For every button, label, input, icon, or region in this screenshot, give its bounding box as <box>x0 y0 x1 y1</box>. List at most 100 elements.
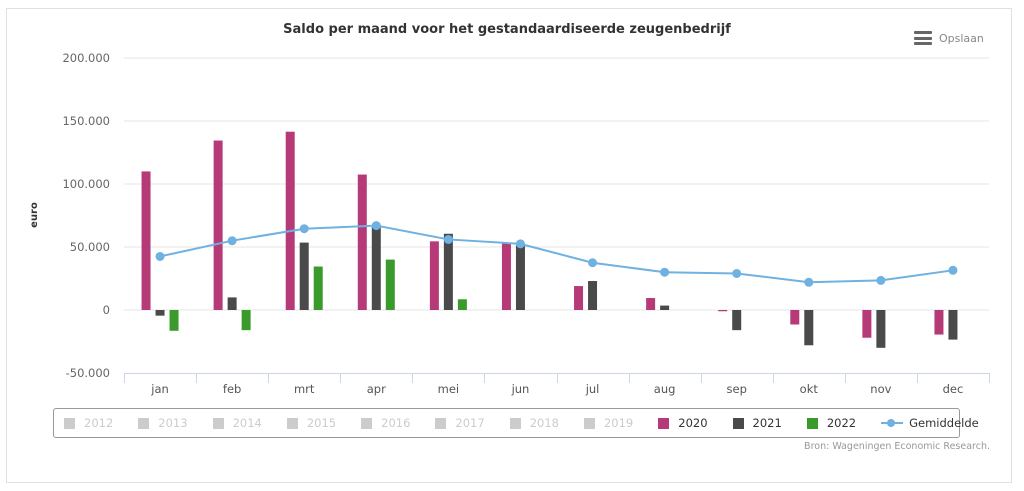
legend: 2012 2013 2014 2015 2016 2017 2018 2019 2020 2021… <box>53 408 979 438</box>
bar-2021-mei[interactable] <box>443 233 453 310</box>
legend-label: 2015 <box>306 416 337 430</box>
legend-item-2020[interactable]: 2020 <box>658 416 708 430</box>
point-Gemiddelde-aug[interactable] <box>660 267 670 277</box>
x-tick-label: sep <box>727 382 747 396</box>
legend-label: 2022 <box>826 416 857 430</box>
line-Gemiddelde <box>159 224 954 284</box>
legend-item-2017[interactable]: 2017 <box>435 416 485 430</box>
y-axis-title: euro <box>29 202 40 228</box>
x-axis: jan feb mrt apr mei jun jul aug sep okt nov dec <box>124 373 990 396</box>
x-tick-label: jul <box>585 382 600 396</box>
legend-swatch <box>806 417 818 429</box>
legend-swatch <box>212 417 224 429</box>
bar-2020-sep[interactable] <box>718 310 728 312</box>
legend-label: 2017 <box>455 416 485 430</box>
bar-2020-mrt[interactable] <box>285 131 295 310</box>
x-tick-label: jan <box>150 382 169 396</box>
y-tick-label: 0 <box>103 303 110 317</box>
bar-2021-jan[interactable] <box>155 310 165 316</box>
legend-label: 2014 <box>232 416 262 430</box>
average-line <box>155 221 958 287</box>
legend-swatch <box>658 417 670 429</box>
bar-2020-apr[interactable] <box>357 174 367 310</box>
point-Gemiddelde-dec[interactable] <box>948 265 958 275</box>
bar-2020-jun[interactable] <box>501 243 511 310</box>
point-Gemiddelde-nov[interactable] <box>876 275 886 285</box>
bar-2022-mrt[interactable] <box>313 266 323 310</box>
point-Gemiddelde-mrt[interactable] <box>299 224 309 234</box>
x-tick-label: dec <box>943 382 964 396</box>
bar-2020-jan[interactable] <box>141 171 151 310</box>
legend-label: 2016 <box>381 416 411 430</box>
credits[interactable]: Bron: Wageningen Economic Research. <box>804 441 990 452</box>
legend-item-2022[interactable]: 2022 <box>806 416 857 430</box>
legend-item-2018[interactable]: 2018 <box>509 416 559 430</box>
bar-2022-jan[interactable] <box>169 310 179 331</box>
hamburger-menu-icon <box>914 31 932 45</box>
bar-2021-okt[interactable] <box>804 310 814 346</box>
bar-2020-feb[interactable] <box>213 140 223 310</box>
y-axis-ticks: -50.000 0 50.000 100.000 150.000 200.000 <box>62 51 110 380</box>
point-Gemiddelde-jan[interactable] <box>155 251 165 261</box>
chart-title: Saldo per maand voor het gestandaardisee… <box>283 22 731 37</box>
bar-2021-aug[interactable] <box>660 305 670 310</box>
bar-2022-feb[interactable] <box>241 310 251 331</box>
bar-2020-aug[interactable] <box>646 298 656 310</box>
bar-2020-jul[interactable] <box>574 286 584 310</box>
bar-2022-apr[interactable] <box>385 259 395 310</box>
legend-swatch <box>732 417 744 429</box>
bar-2021-sep[interactable] <box>732 310 742 331</box>
bar-2020-dec[interactable] <box>934 310 944 335</box>
bar-2021-jun[interactable] <box>515 245 525 310</box>
x-tick-label: jun <box>511 382 530 396</box>
point-Gemiddelde-jun[interactable] <box>515 239 525 249</box>
x-tick-label: apr <box>367 382 386 396</box>
x-tick-label: nov <box>870 382 891 396</box>
bar-2020-mei[interactable] <box>429 241 439 310</box>
legend-swatch <box>138 417 150 429</box>
legend-label: 2020 <box>678 416 708 430</box>
x-tick-label: mei <box>438 382 459 396</box>
point-Gemiddelde-feb[interactable] <box>227 236 237 246</box>
bar-2021-apr[interactable] <box>371 226 381 310</box>
point-Gemiddelde-apr[interactable] <box>371 221 381 231</box>
bar-2021-jul[interactable] <box>588 281 598 310</box>
legend-item-Gemiddelde[interactable]: Gemiddelde <box>881 416 979 430</box>
legend-item-2019[interactable]: 2019 <box>583 416 633 430</box>
legend-swatch <box>286 417 298 429</box>
gridlines <box>124 57 989 311</box>
export-button[interactable]: Opslaan <box>914 31 984 45</box>
point-Gemiddelde-jul[interactable] <box>588 258 598 268</box>
x-tick-label: okt <box>800 382 819 396</box>
legend-label: 2013 <box>158 416 188 430</box>
legend-label: 2021 <box>752 416 782 430</box>
y-tick-label: 150.000 <box>62 114 110 128</box>
bar-2020-okt[interactable] <box>790 310 800 325</box>
legend-item-2014[interactable]: 2014 <box>212 416 262 430</box>
legend-item-2013[interactable]: 2013 <box>138 416 188 430</box>
bar-2021-nov[interactable] <box>876 310 886 348</box>
bar-2021-feb[interactable] <box>227 297 237 310</box>
point-Gemiddelde-mei[interactable] <box>443 234 453 244</box>
bar-2022-mei[interactable] <box>457 299 467 310</box>
legend-item-2012[interactable]: 2012 <box>64 416 113 430</box>
point-Gemiddelde-okt[interactable] <box>804 277 814 287</box>
line-marker-icon <box>881 418 904 428</box>
x-tick-label: feb <box>223 382 241 396</box>
legend-swatch <box>64 417 75 429</box>
y-tick-label: 50.000 <box>70 240 110 254</box>
point-Gemiddelde-sep[interactable] <box>732 268 742 278</box>
legend-item-2016[interactable]: 2016 <box>361 416 410 430</box>
y-tick-label: 100.000 <box>62 177 110 191</box>
x-tick-label: aug <box>654 382 676 396</box>
legend-swatch <box>583 417 595 429</box>
legend-label: Gemiddelde <box>909 416 979 430</box>
bar-2020-nov[interactable] <box>862 310 872 338</box>
legend-swatch <box>435 417 447 429</box>
legend-item-2015[interactable]: 2015 <box>286 416 337 430</box>
bars <box>141 131 958 348</box>
bar-2021-mrt[interactable] <box>299 242 309 310</box>
bar-2021-dec[interactable] <box>948 310 958 340</box>
legend-item-2021[interactable]: 2021 <box>732 416 782 430</box>
legend-label: 2012 <box>84 416 114 430</box>
